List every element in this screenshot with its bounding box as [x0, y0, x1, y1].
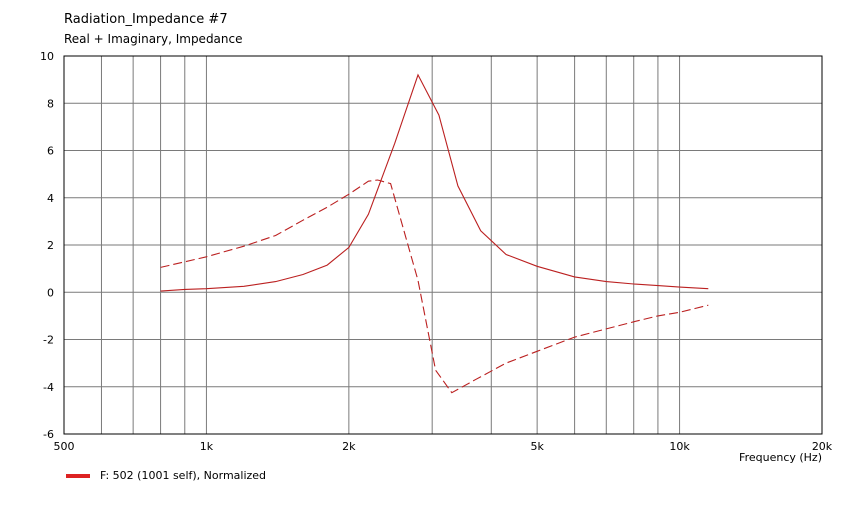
series-line-real [160, 73, 709, 292]
y-tick-label: 2 [47, 239, 54, 252]
x-tick-label: 10k [669, 440, 690, 453]
x-tick-label: 20k [812, 440, 833, 453]
y-tick-labels: 10 8 6 4 2 0 -2 -4 -6 [40, 50, 54, 441]
y-tick-label: -6 [43, 428, 54, 441]
series-layer [160, 73, 709, 394]
y-tick-label: 8 [47, 97, 54, 110]
y-tick-label: -4 [43, 381, 54, 394]
x-tick-label: 500 [54, 440, 75, 453]
y-tick-label: 4 [47, 192, 54, 205]
legend: F: 502 (1001 self), Normalized [66, 469, 266, 482]
y-tick-label: -2 [43, 334, 54, 347]
x-tick-labels: 500 1k 2k 5k 10k 20k [54, 440, 833, 453]
legend-label: F: 502 (1001 self), Normalized [100, 469, 267, 482]
x-tick-label: 1k [200, 440, 214, 453]
legend-swatch [66, 473, 90, 478]
plot-frame [63, 55, 823, 435]
chart-title: Radiation_Impedance #7 [64, 12, 228, 27]
y-tick-label: 10 [40, 50, 54, 63]
x-axis-label: Frequency (Hz) [739, 451, 822, 464]
y-tick-label: 0 [47, 286, 54, 299]
x-tick-label: 5k [530, 440, 544, 453]
series-line-imaginary [160, 179, 709, 394]
x-tick-label: 2k [342, 440, 356, 453]
y-tick-label: 6 [47, 145, 54, 158]
chart-subtitle: Real + Imaginary, Impedance [64, 32, 243, 46]
y-gridlines [64, 102, 822, 388]
